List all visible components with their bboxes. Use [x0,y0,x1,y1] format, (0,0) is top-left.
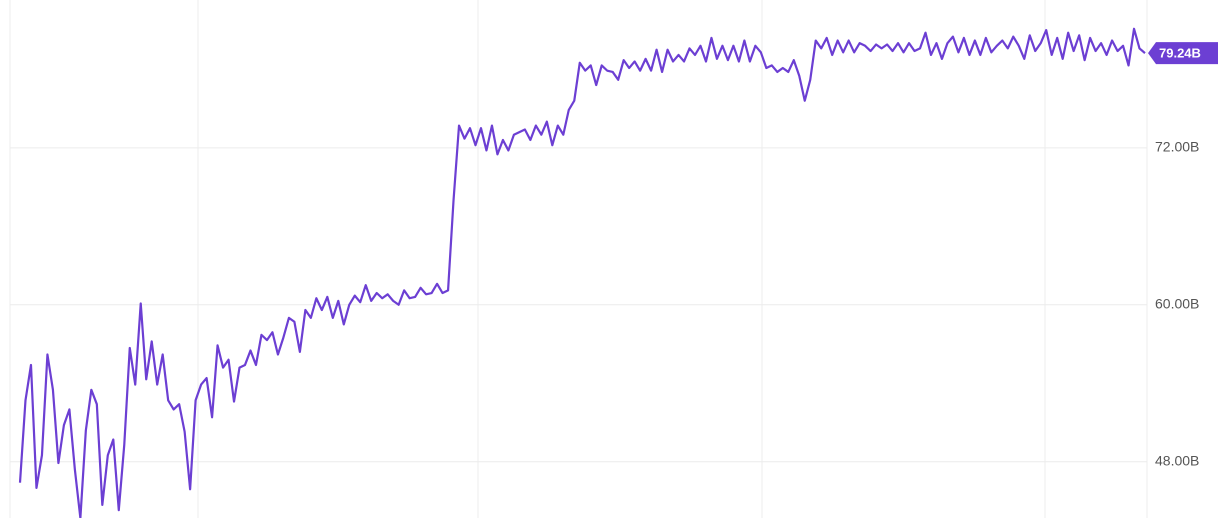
y-tick-label: 48.00B [1155,452,1199,468]
y-tick-label: 72.00B [1155,139,1199,155]
value-badge-bg [1148,42,1218,65]
value-label: 79.24B [1159,46,1201,61]
line [18,27,1146,518]
value-badge: 79.24B [1148,42,1218,65]
y-tick-label: 60.00B [1155,295,1199,311]
